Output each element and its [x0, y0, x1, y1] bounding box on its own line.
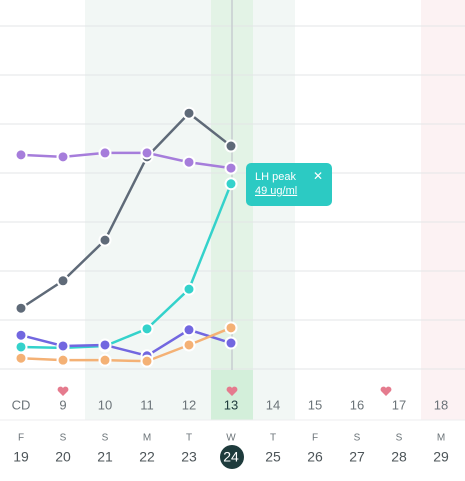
period-day	[421, 0, 465, 420]
tooltip-close[interactable]: ✕	[313, 169, 323, 183]
data-point	[56, 339, 70, 353]
heart-icon	[57, 386, 69, 396]
data-point	[98, 338, 112, 352]
date-label: 21	[97, 449, 113, 465]
cycle-day-label: 15	[308, 397, 322, 412]
data-point	[224, 139, 238, 153]
heart-icon	[380, 386, 392, 396]
weekday-label: W	[226, 433, 236, 444]
data-point	[56, 353, 70, 367]
cycle-day-label: 10	[98, 397, 112, 412]
series-line	[20, 111, 232, 310]
data-point	[56, 274, 70, 288]
date-label: 26	[307, 449, 323, 465]
data-point	[14, 351, 28, 365]
weekday-label: F	[312, 433, 318, 444]
date-label: 24	[223, 449, 239, 465]
weekday-label: S	[354, 433, 361, 444]
hearts	[57, 386, 392, 396]
data-point	[14, 328, 28, 342]
data-point	[98, 146, 112, 160]
date-label: 23	[181, 449, 197, 465]
data-point	[140, 354, 154, 368]
series-line	[20, 151, 232, 170]
cycle-day-label: CD	[12, 397, 31, 412]
weekday-label: S	[60, 433, 67, 444]
data-point	[56, 150, 70, 164]
data-point	[14, 301, 28, 315]
cycle-day-label: 13	[224, 397, 238, 412]
weekday-label: M	[143, 433, 151, 444]
data-point	[98, 353, 112, 367]
date-label: 22	[139, 449, 155, 465]
series-line	[20, 326, 232, 363]
date-label: 29	[433, 449, 449, 465]
fertile-window	[253, 0, 295, 420]
date-label: 19	[13, 449, 29, 465]
date-label: 20	[55, 449, 71, 465]
tooltip-value: 49 ug/ml	[255, 185, 297, 197]
today-circle	[220, 445, 244, 469]
cycle-day-label: 16	[350, 397, 364, 412]
data-point	[14, 340, 28, 354]
series-line	[20, 328, 232, 358]
data-point	[224, 161, 238, 175]
data-point	[182, 323, 196, 337]
data-point	[98, 233, 112, 247]
tooltip-title: LH peak	[255, 171, 296, 183]
data-point	[140, 146, 154, 160]
data-point	[224, 336, 238, 350]
cycle-day-label: 11	[140, 397, 154, 412]
weekday-label: S	[102, 433, 109, 444]
data-point	[182, 282, 196, 296]
data-point	[14, 148, 28, 162]
data-point	[224, 321, 238, 335]
data-point	[182, 106, 196, 120]
weekday-label: T	[270, 433, 276, 444]
date-label: 25	[265, 449, 281, 465]
weekday-label: S	[396, 433, 403, 444]
data-point	[140, 322, 154, 336]
date-label: 28	[391, 449, 407, 465]
weekday-label: M	[437, 433, 445, 444]
weekday-label: T	[186, 433, 192, 444]
series-line	[20, 183, 233, 350]
date-label: 27	[349, 449, 365, 465]
heart-icon	[226, 386, 238, 396]
tooltip[interactable]: LH peak 49 ug/ml ✕	[246, 163, 332, 206]
weekday-label: F	[18, 433, 24, 444]
data-point	[182, 338, 196, 352]
tooltip-box	[246, 163, 332, 206]
cycle-day-label: 14	[266, 397, 280, 412]
data-point	[182, 155, 196, 169]
cycle-day-label: 18	[434, 397, 448, 412]
data-point	[224, 177, 238, 191]
cycle-day-label: 12	[182, 397, 196, 412]
cycle-day-label: 17	[392, 397, 406, 412]
cycle-day-label: 9	[59, 397, 66, 412]
